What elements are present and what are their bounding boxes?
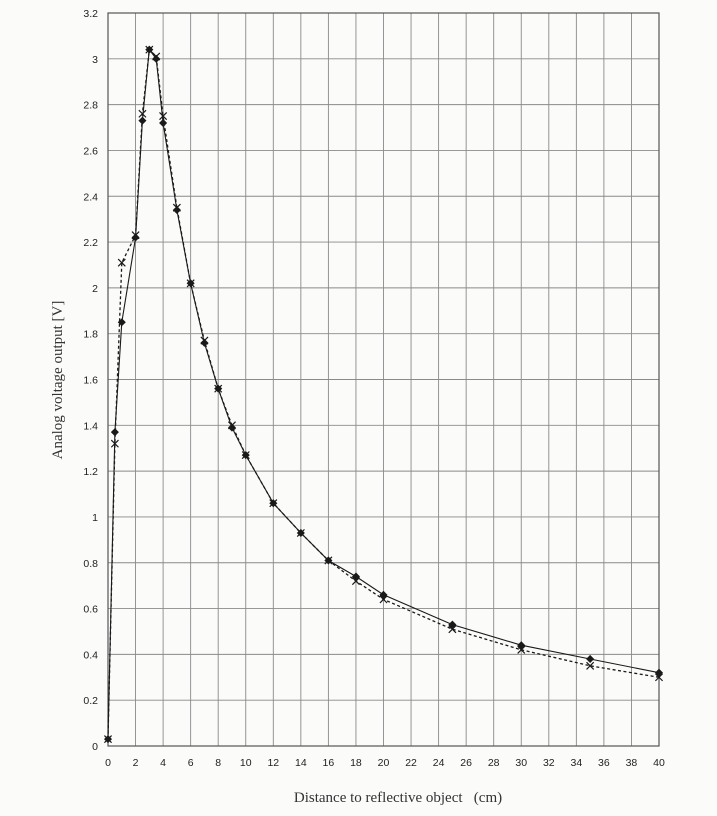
x-point <box>214 384 223 393</box>
x-tick-label: 6 <box>188 757 194 769</box>
x-tick-label: 16 <box>323 757 335 769</box>
x-point <box>324 556 333 565</box>
x-point <box>269 499 278 508</box>
y-tick-label: 1.2 <box>83 466 98 478</box>
x-point <box>227 421 236 430</box>
x-tick-label: 0 <box>105 757 111 769</box>
x-point <box>103 735 113 744</box>
x-tick-label: 40 <box>653 757 665 769</box>
diamond-point <box>586 654 595 663</box>
x-point <box>654 673 664 682</box>
diamond-point <box>227 423 236 432</box>
x-tick-label: 4 <box>160 757 166 769</box>
x-tick-label: 10 <box>240 757 252 769</box>
x-point <box>152 52 161 61</box>
x-tick-label: 8 <box>215 757 221 769</box>
x-tick-label: 20 <box>378 757 390 769</box>
series-layer <box>103 45 664 744</box>
x-point <box>296 528 305 537</box>
grid-lines <box>107 12 660 747</box>
x-tick-label: 28 <box>488 757 500 769</box>
y-tick-label: 0.6 <box>83 604 98 616</box>
x-point <box>110 439 119 448</box>
x-point <box>586 661 595 670</box>
diamond-point <box>517 641 526 650</box>
diamond-point <box>379 590 388 599</box>
x-point <box>351 577 360 586</box>
x-point <box>186 279 195 288</box>
x-point <box>159 112 168 121</box>
x-point <box>117 258 126 267</box>
x-tick-label: 14 <box>295 757 307 769</box>
x-point <box>517 645 526 654</box>
x-tick-label: 24 <box>433 757 445 769</box>
x-tick-label: 26 <box>460 757 472 769</box>
y-tick-label: 1.8 <box>83 329 98 341</box>
x-tick-label: 30 <box>515 757 527 769</box>
x-tick-label: 18 <box>350 757 362 769</box>
x-tick-label: 12 <box>267 757 279 769</box>
x-tick-label: 36 <box>598 757 610 769</box>
x-point <box>172 203 181 212</box>
y-tick-label: 0.4 <box>83 649 98 661</box>
diamond-point <box>448 620 457 629</box>
x-tick-labels: 0 2 4 6 8 10 12 14 16 18 20 22 24 26 28 30 32 34 36 38 40 <box>105 757 665 769</box>
y-tick-label: 2 <box>92 283 98 295</box>
x-point <box>200 336 209 345</box>
x-axis-title: Distance to reflective object (cm) <box>294 790 502 806</box>
series-2 <box>103 45 664 744</box>
diamond-point <box>200 338 209 347</box>
plot-frame <box>107 12 660 747</box>
diamond-point <box>159 118 168 127</box>
plot-border <box>107 12 660 747</box>
diamond-point <box>654 668 664 677</box>
y-tick-label: 0 <box>92 741 98 753</box>
x-tick-label: 22 <box>405 757 417 769</box>
y-tick-label: 2.8 <box>83 100 98 112</box>
x-tick-label: 32 <box>543 757 555 769</box>
x-point <box>448 625 457 634</box>
y-axis-title: Analog voltage output [V] <box>50 301 66 460</box>
x-point <box>138 109 147 118</box>
y-tick-label: 2.6 <box>83 145 98 157</box>
y-tick-label: 1 <box>92 512 98 524</box>
y-tick-label: 1.6 <box>83 375 98 387</box>
y-tick-label: 3 <box>92 54 98 66</box>
y-tick-labels: 0 0.2 0.4 0.6 0.8 1 1.2 1.4 1.6 1.8 2 2.2 2.4 2.6 2.8 3… <box>83 8 98 753</box>
y-tick-label: 2.2 <box>83 237 98 249</box>
x-point <box>241 451 250 460</box>
y-tick-label: 2.4 <box>83 191 98 203</box>
y-tick-label: 0.8 <box>83 558 98 570</box>
x-tick-label: 2 <box>133 757 139 769</box>
y-tick-label: 3.2 <box>83 8 98 20</box>
x-tick-label: 34 <box>571 757 583 769</box>
x-point <box>145 45 154 54</box>
x-point <box>379 595 388 604</box>
y-tick-label: 1.4 <box>83 420 98 432</box>
diamond-point <box>351 572 360 581</box>
x-tick-label: 38 <box>626 757 638 769</box>
x-point <box>131 231 140 240</box>
y-tick-label: 0.2 <box>83 695 98 707</box>
